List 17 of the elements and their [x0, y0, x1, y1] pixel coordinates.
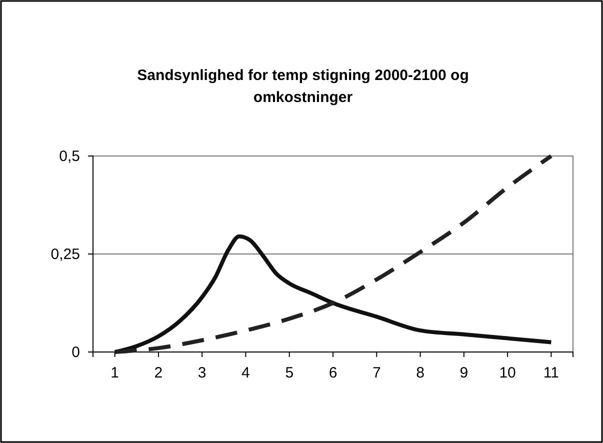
chart-title: Sandsynlighed for temp stigning 2000-2100 og omkostninger: [137, 67, 469, 106]
y-tick-label: 0: [72, 344, 80, 361]
line-series: [112, 154, 554, 354]
x-tick-label: 4: [242, 364, 250, 382]
x-tick-label: 8: [416, 364, 424, 382]
x-tick-label: 1: [110, 364, 119, 382]
x-tick-label: 6: [328, 364, 338, 382]
x-tick-label: 2: [154, 364, 163, 382]
y-tick-label: 0,25: [50, 246, 80, 263]
x-tick-label: 11: [543, 364, 559, 382]
x-tick-label: 10: [499, 364, 516, 382]
x-tick-label: 9: [460, 364, 468, 382]
line-series: [112, 234, 554, 354]
y-tick-label: 0,5: [59, 148, 80, 165]
x-tick-label: 5: [285, 364, 294, 382]
x-tick-label: 3: [198, 364, 206, 382]
x-tick-label: 7: [372, 364, 381, 382]
